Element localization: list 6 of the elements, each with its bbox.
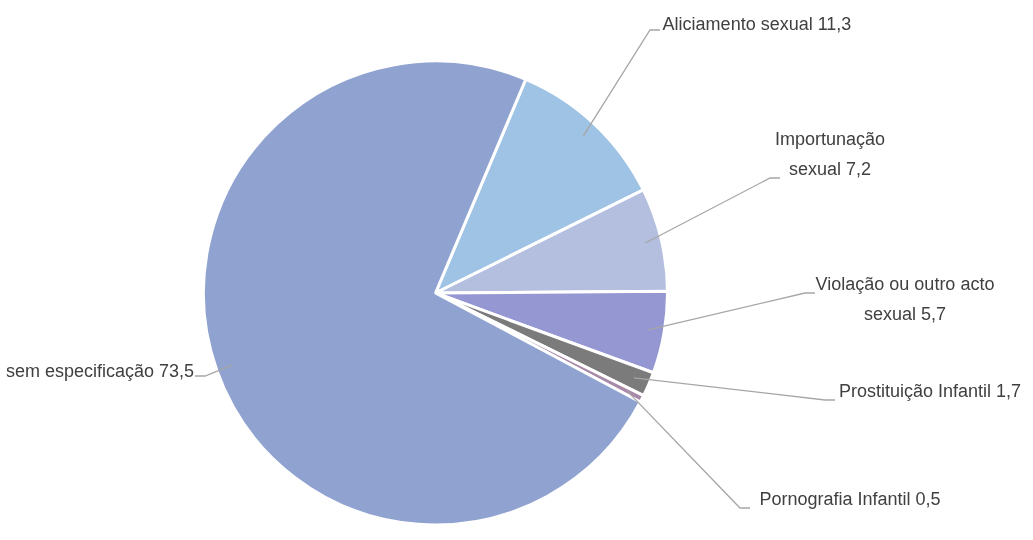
slice-label: sem especificação 73,5	[5, 360, 195, 381]
slice-label: Pornografia Infantil 0,5	[759, 488, 941, 509]
slice-label: Importunação sexual 7,2	[774, 128, 886, 179]
slice-label: Violação ou outro acto sexual 5,7	[815, 273, 995, 324]
slice-label: Prostituição Infantil 1,7	[838, 380, 1022, 401]
slice-label: Aliciamento sexual 11,3	[662, 13, 852, 34]
